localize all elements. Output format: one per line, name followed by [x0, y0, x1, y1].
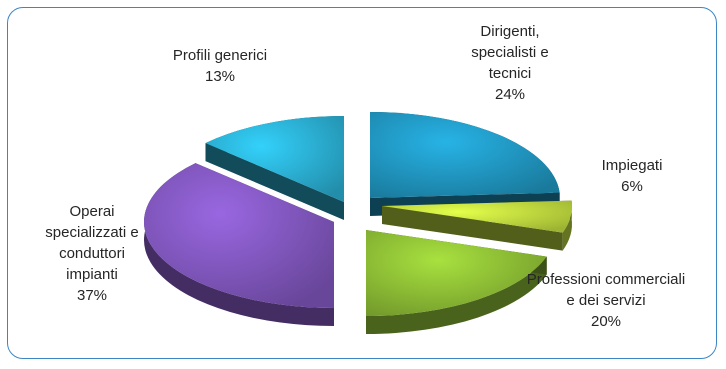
pie-slice — [370, 112, 560, 198]
pie-slice-percent: 6% — [621, 178, 643, 195]
pie-slice-label: Professioni commerciali e dei servizi 20% — [527, 271, 685, 330]
pie-slice-label-line: Operai — [69, 203, 114, 220]
pie-slice-label: Impiegati 6% — [602, 157, 663, 195]
pie-slice-percent: 24% — [495, 86, 525, 103]
pie-slice-percent: 37% — [77, 287, 107, 304]
pie-slice-label: Profili generici 13% — [173, 47, 267, 85]
pie-slice — [382, 200, 572, 233]
pie-slice — [205, 116, 344, 202]
pie-slice-percent: 20% — [591, 313, 621, 330]
pie-slice-label: Dirigenti, specialisti e tecnici 24% — [471, 23, 549, 103]
pie-slice-label-line: Impiegati — [602, 157, 663, 174]
pie-slice-label-line: tecnici — [489, 65, 532, 82]
pie-slice — [143, 163, 334, 308]
pie-slice-percent: 13% — [205, 68, 235, 85]
pie-slice-wall — [205, 143, 344, 220]
pie-slice-label-line: Professioni commerciali — [527, 271, 685, 288]
chart-frame — [7, 7, 717, 359]
pie-slice-label-line: specialisti e — [471, 44, 549, 61]
pie-slice-wall — [382, 206, 563, 251]
pie-top-layer — [143, 112, 572, 316]
pie-slice-label-line: e dei servizi — [566, 292, 645, 309]
pie-slice-label-line: conduttori — [59, 245, 125, 262]
pie-slice — [366, 230, 547, 316]
pie-slice-side — [143, 163, 334, 326]
pie-slice-label-line: Dirigenti, — [480, 23, 539, 40]
pie-slice-side — [366, 256, 547, 334]
pie-labels-layer: Dirigenti, specialisti e tecnici 24% Impiega… — [45, 23, 685, 330]
pie-slice-label-line: Profili generici — [173, 47, 267, 64]
pie-slice-label-line: impianti — [66, 266, 118, 283]
pie-slice-label: Operai specializzati e conduttori impianti 3… — [45, 203, 138, 304]
pie-slice-side — [562, 200, 572, 251]
pie-slice-label-line: specializzati e — [45, 224, 138, 241]
